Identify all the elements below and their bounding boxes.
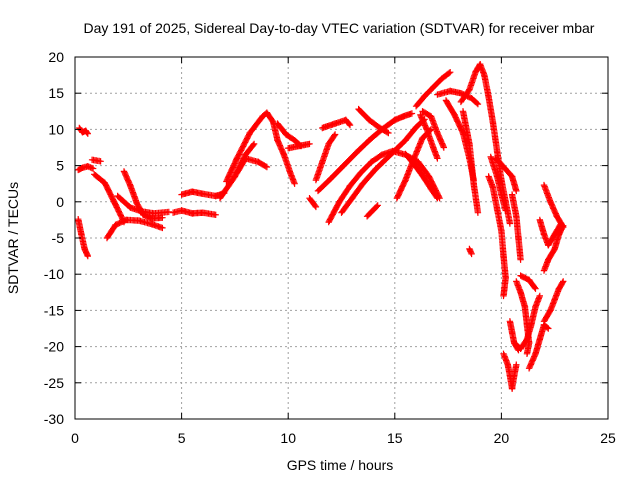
y-tick-label: -15: [44, 302, 64, 318]
y-axis-title: SDTVAR / TECUs: [5, 182, 21, 294]
data-point: [346, 120, 353, 128]
data-point: [559, 222, 566, 230]
data-point: [473, 99, 481, 107]
y-tick-label: -10: [44, 266, 64, 282]
x-tick-label: 0: [71, 430, 79, 446]
y-tick-label: -20: [44, 339, 64, 355]
data-point: [434, 195, 441, 202]
data-point: [263, 163, 271, 171]
data-point: [513, 278, 520, 285]
y-tick-label: 15: [48, 85, 64, 101]
data-point: [544, 324, 551, 331]
data-point: [440, 144, 447, 151]
data-point: [250, 140, 258, 148]
data-point: [165, 208, 172, 216]
data-point: [550, 299, 557, 306]
data-point: [312, 203, 320, 211]
data-point: [532, 285, 539, 292]
data-point: [97, 158, 104, 165]
data-point: [523, 350, 531, 357]
data-point: [513, 187, 520, 195]
data-point: [434, 155, 441, 162]
x-tick-label: 10: [280, 430, 296, 446]
data-point: [262, 163, 269, 170]
data-point: [506, 220, 514, 227]
y-tick-label: -30: [44, 411, 64, 427]
data-point: [534, 298, 541, 305]
data-point: [474, 100, 482, 108]
data-point: [89, 165, 97, 172]
data-point: [385, 129, 392, 137]
x-tick-label: 5: [178, 430, 186, 446]
data-point: [331, 131, 339, 138]
data-point: [306, 140, 313, 148]
data-point: [384, 129, 391, 136]
axis-ticks: [74, 56, 609, 420]
data-point: [560, 223, 567, 231]
data-point: [531, 284, 538, 291]
y-tick-label: 5: [56, 158, 64, 174]
data-point: [373, 203, 380, 210]
data-point: [83, 129, 91, 136]
data-point: [474, 209, 482, 216]
data-point: [159, 224, 166, 232]
data-point: [559, 279, 566, 286]
data-points: [75, 61, 567, 392]
data-point: [545, 325, 552, 332]
y-tick-label: 20: [48, 49, 64, 65]
x-tick-label: 20: [494, 430, 510, 446]
data-point: [250, 141, 257, 149]
data-point: [536, 292, 543, 300]
data-point: [84, 130, 91, 137]
data-point: [212, 211, 219, 218]
data-point: [502, 207, 509, 214]
data-point: [447, 69, 454, 76]
y-tick-label: 10: [48, 121, 64, 137]
data-point: [560, 278, 567, 285]
data-point: [346, 121, 354, 129]
x-axis-title: GPS time / hours: [287, 457, 394, 473]
x-tick-label: 15: [387, 430, 403, 446]
data-point: [433, 193, 440, 201]
data-point: [408, 110, 416, 117]
x-tick-labels: 0 5 10 15 20 25: [71, 430, 616, 446]
x-tick-label: 25: [600, 430, 616, 446]
data-point: [291, 180, 298, 187]
data-point: [331, 132, 338, 139]
data-point: [468, 250, 475, 258]
y-tick-label: 0: [56, 194, 64, 210]
data-point: [446, 69, 453, 77]
data-point: [374, 202, 381, 209]
data-point: [542, 186, 549, 193]
y-tick-label: -25: [44, 375, 64, 391]
data-point: [500, 292, 507, 300]
data-point: [84, 252, 91, 260]
data-point: [311, 202, 319, 209]
chart-title: Day 191 of 2025, Sidereal Day-to-day VTE…: [84, 20, 595, 36]
y-tick-label: -5: [52, 230, 65, 246]
data-point: [545, 194, 552, 201]
data-point: [517, 256, 524, 263]
y-tick-labels: 20 15 10 5 0 -5 -10 -15 -20 -25 -30: [44, 49, 64, 427]
data-point: [513, 361, 520, 368]
